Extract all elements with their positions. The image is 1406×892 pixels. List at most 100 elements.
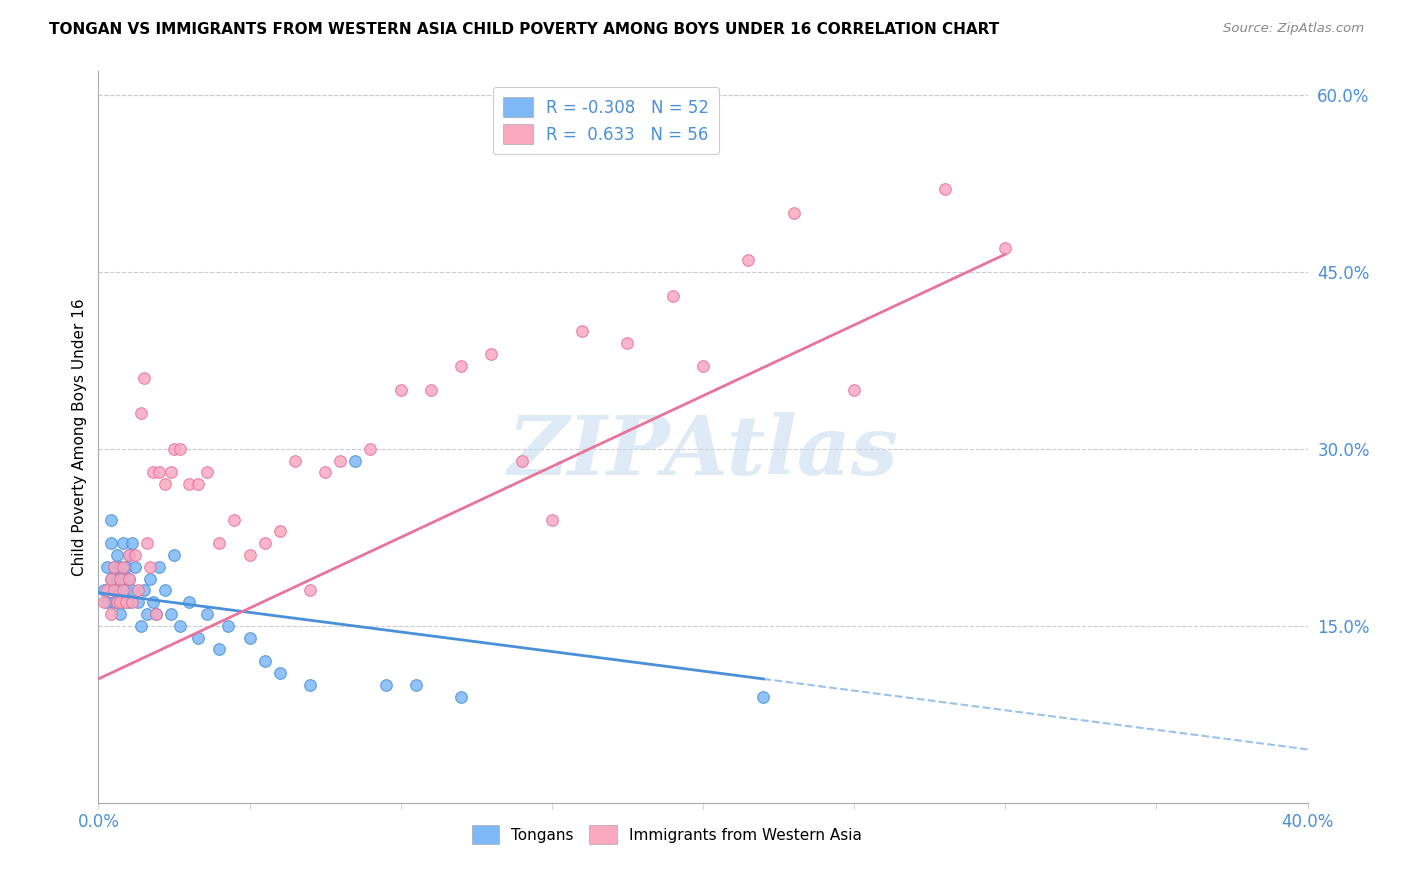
Point <box>405 678 427 692</box>
Point <box>142 466 165 480</box>
Point <box>616 335 638 350</box>
Point <box>132 583 155 598</box>
Point <box>132 371 155 385</box>
Point <box>160 466 183 480</box>
Point <box>108 607 131 621</box>
Point <box>108 572 131 586</box>
Point <box>135 536 157 550</box>
Point <box>96 595 118 609</box>
Point <box>269 666 291 681</box>
Point <box>121 583 143 598</box>
Point <box>105 595 128 609</box>
Point <box>121 536 143 550</box>
Point <box>118 548 141 562</box>
Point <box>360 442 382 456</box>
Point <box>108 559 131 574</box>
Point <box>299 583 322 598</box>
Point <box>121 595 143 609</box>
Text: TONGAN VS IMMIGRANTS FROM WESTERN ASIA CHILD POVERTY AMONG BOYS UNDER 16 CORRELA: TONGAN VS IMMIGRANTS FROM WESTERN ASIA C… <box>49 22 1000 37</box>
Point <box>994 241 1017 255</box>
Point <box>299 678 322 692</box>
Point <box>105 595 128 609</box>
Point <box>269 524 291 539</box>
Point <box>139 559 162 574</box>
Point <box>118 572 141 586</box>
Point <box>420 383 443 397</box>
Point <box>96 559 118 574</box>
Point <box>752 690 775 704</box>
Point <box>135 607 157 621</box>
Point <box>239 548 262 562</box>
Point <box>139 572 162 586</box>
Point <box>105 548 128 562</box>
Point <box>129 619 152 633</box>
Point <box>217 619 239 633</box>
Point <box>163 548 186 562</box>
Point <box>661 288 683 302</box>
Point <box>253 536 276 550</box>
Point <box>111 572 134 586</box>
Point <box>108 583 131 598</box>
Point <box>100 572 122 586</box>
Point <box>124 548 146 562</box>
Point <box>127 583 149 598</box>
Point <box>153 583 176 598</box>
Point <box>145 607 167 621</box>
Point <box>737 253 759 268</box>
Point <box>93 583 115 598</box>
Point <box>540 513 562 527</box>
Point <box>208 536 231 550</box>
Point <box>195 607 218 621</box>
Point <box>153 477 176 491</box>
Point <box>253 654 276 668</box>
Point <box>114 595 136 609</box>
Point <box>239 631 262 645</box>
Point <box>105 572 128 586</box>
Text: ZIPAtlas: ZIPAtlas <box>508 412 898 491</box>
Point <box>118 548 141 562</box>
Point <box>169 442 191 456</box>
Point <box>103 559 125 574</box>
Point <box>142 595 165 609</box>
Point <box>111 583 134 598</box>
Point <box>571 324 593 338</box>
Point <box>187 477 209 491</box>
Point <box>195 466 218 480</box>
Point <box>692 359 714 374</box>
Point <box>329 453 352 467</box>
Text: Source: ZipAtlas.com: Source: ZipAtlas.com <box>1223 22 1364 36</box>
Y-axis label: Child Poverty Among Boys Under 16: Child Poverty Among Boys Under 16 <box>72 298 87 576</box>
Point <box>103 595 125 609</box>
Legend: Tongans, Immigrants from Western Asia: Tongans, Immigrants from Western Asia <box>465 819 868 850</box>
Point <box>169 619 191 633</box>
Point <box>374 678 396 692</box>
Point <box>100 513 122 527</box>
Point <box>179 477 201 491</box>
Point <box>96 583 118 598</box>
Point <box>100 536 122 550</box>
Point <box>145 607 167 621</box>
Point <box>450 359 472 374</box>
Point <box>103 583 125 598</box>
Point <box>783 206 806 220</box>
Point <box>108 595 131 609</box>
Point <box>93 595 115 609</box>
Point <box>118 595 141 609</box>
Point <box>148 466 170 480</box>
Point <box>103 559 125 574</box>
Point <box>114 583 136 598</box>
Point <box>314 466 336 480</box>
Point <box>208 642 231 657</box>
Point <box>111 595 134 609</box>
Point <box>111 536 134 550</box>
Point <box>148 559 170 574</box>
Point <box>934 182 956 196</box>
Point <box>179 595 201 609</box>
Point <box>187 631 209 645</box>
Point <box>510 453 533 467</box>
Point <box>224 513 246 527</box>
Point <box>163 442 186 456</box>
Point <box>118 572 141 586</box>
Point <box>844 383 866 397</box>
Point <box>344 453 367 467</box>
